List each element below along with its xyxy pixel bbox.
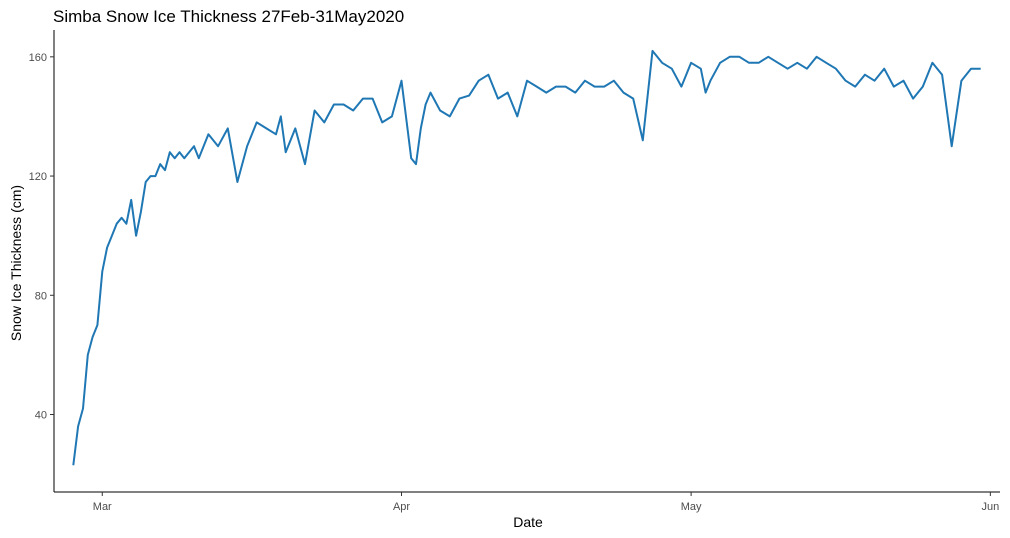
y-tick-label: 80 — [35, 290, 47, 302]
x-tick-label: May — [681, 501, 702, 513]
plot-area — [72, 49, 981, 466]
chart-title: Simba Snow Ice Thickness 27Feb-31May2020 — [53, 7, 404, 26]
series-line — [72, 49, 981, 466]
y-tick-label: 120 — [29, 171, 47, 183]
x-tick-label: Mar — [93, 501, 112, 513]
tick-marks: 40 80 120 160 Mar Apr May Jun — [29, 52, 1000, 513]
x-axis-title: Date — [513, 514, 543, 530]
x-tick-label: Apr — [393, 501, 410, 513]
y-tick-label: 40 — [35, 410, 47, 422]
x-tick-label: Jun — [981, 501, 999, 513]
y-tick-label: 160 — [29, 52, 47, 64]
y-axis-title: Snow Ice Thickness (cm) — [8, 185, 24, 341]
axes — [53, 30, 1000, 493]
